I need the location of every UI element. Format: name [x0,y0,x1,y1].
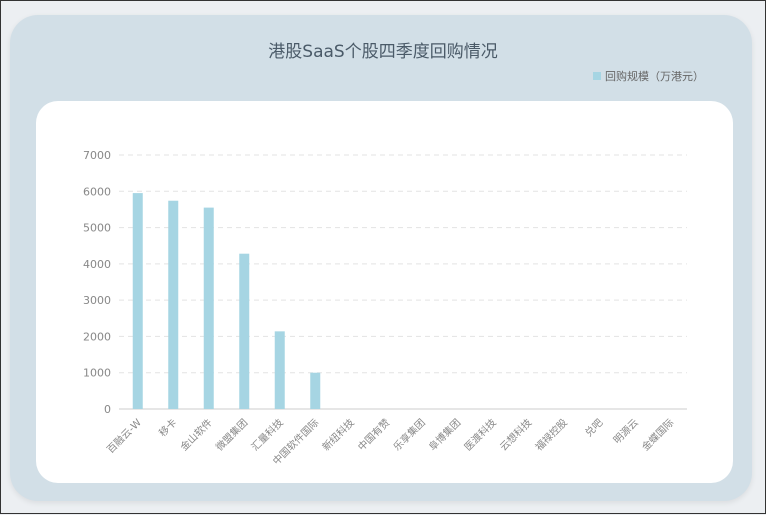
x-tick-label: 汇量科技 [248,416,285,453]
x-tick-label: 兑吧 [582,416,605,439]
y-tick-label: 7000 [83,149,111,162]
x-tick-label: 百融云-W [105,417,144,456]
y-tick-label: 6000 [83,185,111,198]
y-tick-label: 4000 [83,258,111,271]
x-tick-label: 移卡 [156,416,179,439]
x-tick-label: 云想科技 [497,416,534,453]
y-tick-label: 1000 [83,367,111,380]
legend[interactable]: 回购规模（万港元） [593,68,704,84]
legend-label: 回购规模（万港元） [605,70,704,83]
x-tick-label: 新纽科技 [319,416,356,453]
x-tick-label: 金蝶国际 [639,416,676,453]
legend-swatch [593,72,601,80]
bar [132,193,143,409]
bar [168,200,179,409]
y-tick-label: 5000 [83,222,111,235]
x-tick-label: 微盟集团 [213,416,250,453]
x-tick-label: 福禄控股 [532,416,569,453]
chart-title: 港股SaaS个股四季度回购情况 [268,42,498,62]
x-tick-label: 明源云 [610,416,640,446]
plot-panel [36,101,733,483]
bar [274,331,285,409]
x-tick-label: 中国有赞 [355,416,392,453]
x-tick-label: 阜博集团 [426,416,463,453]
y-tick-label: 2000 [83,330,111,343]
bar [203,207,214,409]
x-tick-label: 乐享集团 [390,416,427,453]
y-tick-label: 3000 [83,294,111,307]
bar [310,372,321,409]
x-tick-label: 金山软件 [177,416,214,453]
y-tick-label: 0 [104,403,111,416]
x-tick-label: 医渡科技 [461,416,498,453]
bar [239,253,250,409]
